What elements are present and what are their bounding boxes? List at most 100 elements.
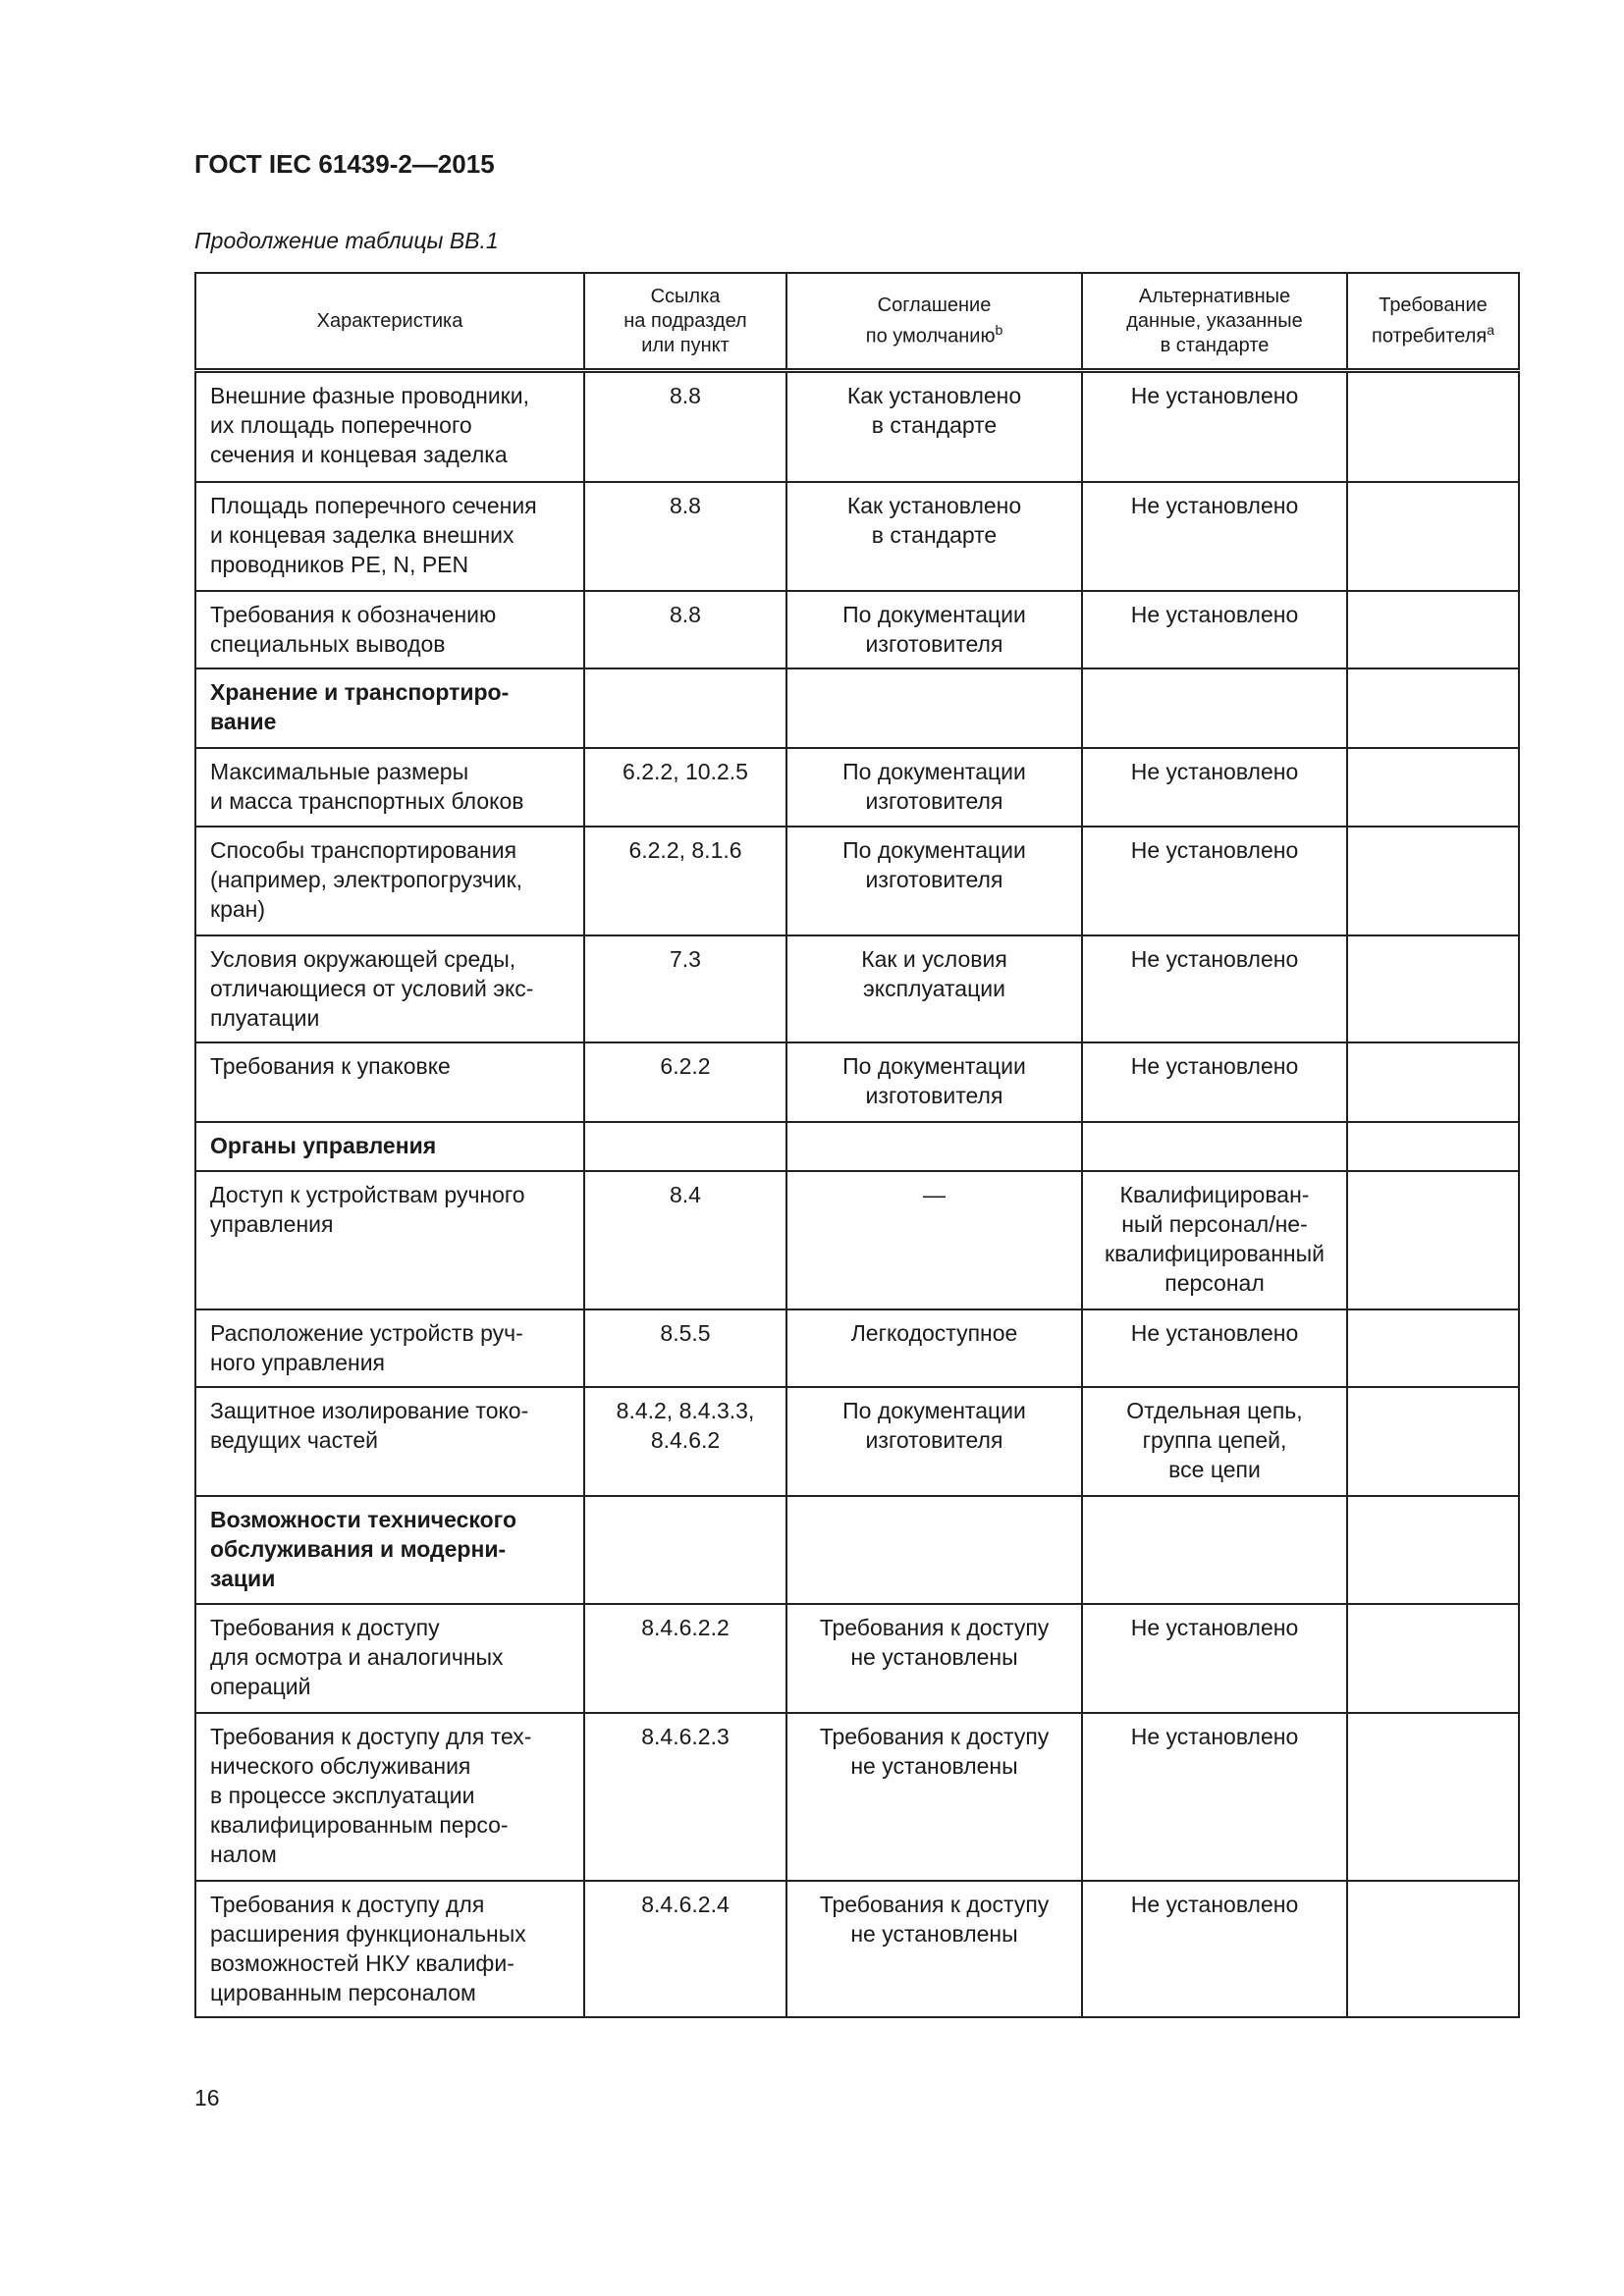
alternative-cell — [1081, 1120, 1348, 1172]
column-header-label: Ссылка на подраздел или пункт — [623, 285, 747, 356]
reference-cell: 6.2.2, 10.2.5 — [583, 746, 787, 828]
default-cell: Как и условия эксплуатации — [785, 934, 1083, 1043]
column-header-label: Соглашение по умолчанию — [865, 294, 996, 347]
table-header-row: Характеристика Ссылка на подраздел или пу… — [194, 272, 1520, 372]
alternative-cell: Не установлено — [1081, 369, 1348, 483]
characteristic-cell: Хранение и транспортиро- вание — [194, 667, 585, 749]
table-caption: Продолжение таблицы ВВ.1 — [194, 228, 499, 253]
characteristic-cell: Защитное изолирование токо- ведущих част… — [194, 1385, 585, 1497]
user-requirement-cell — [1346, 480, 1520, 592]
default-cell: По документации изготовителя — [785, 746, 1083, 828]
default-cell — [785, 1120, 1083, 1172]
footnote-marker: b — [995, 321, 1003, 338]
user-requirement-cell — [1346, 1879, 1520, 2018]
user-requirement-cell — [1346, 1711, 1520, 1882]
alternative-cell: Не установлено — [1081, 1879, 1348, 2018]
reference-cell: 8.4.6.2.2 — [583, 1602, 787, 1714]
user-requirement-cell — [1346, 825, 1520, 936]
reference-cell: 8.8 — [583, 369, 787, 483]
user-requirement-cell — [1346, 746, 1520, 828]
default-cell: — — [785, 1169, 1083, 1310]
table-row: Требования к доступу для расширения функ… — [194, 1879, 1520, 2018]
table-row: Максимальные размеры и масса транспортны… — [194, 746, 1520, 828]
default-cell: Как установлено в стандарте — [785, 369, 1083, 483]
characteristic-cell: Расположение устройств руч- ного управле… — [194, 1308, 585, 1388]
table-row: Способы транспортирования (например, эле… — [194, 825, 1520, 936]
characteristic-cell: Площадь поперечного сечения и концевая з… — [194, 480, 585, 592]
user-requirement-cell — [1346, 1041, 1520, 1123]
table-row: Условия окружающей среды, отличающиеся о… — [194, 934, 1520, 1043]
alternative-cell: Отдельная цепь, группа цепей, все цепи — [1081, 1385, 1348, 1497]
column-header: Характеристика — [194, 272, 585, 372]
default-cell — [785, 1494, 1083, 1605]
alternative-cell: Не установлено — [1081, 1308, 1348, 1388]
reference-cell: 8.4.6.2.3 — [583, 1711, 787, 1882]
alternative-cell: Не установлено — [1081, 589, 1348, 669]
alternative-cell: Не установлено — [1081, 1041, 1348, 1123]
user-requirement-cell — [1346, 1120, 1520, 1172]
user-requirement-cell — [1346, 1169, 1520, 1310]
alternative-cell: Не установлено — [1081, 1602, 1348, 1714]
column-header: Требование потребителяa — [1346, 272, 1520, 372]
characteristic-cell: Требования к доступу для расширения функ… — [194, 1879, 585, 2018]
column-header-label: Требование потребителя — [1371, 294, 1488, 347]
column-header: Ссылка на подраздел или пункт — [583, 272, 787, 372]
reference-cell: 8.4.6.2.4 — [583, 1879, 787, 2018]
alternative-cell — [1081, 667, 1348, 749]
table-row: Внешние фазные проводники, их площадь по… — [194, 369, 1520, 483]
default-cell: Требования к доступу не установлены — [785, 1711, 1083, 1882]
user-requirement-cell — [1346, 1308, 1520, 1388]
default-cell — [785, 667, 1083, 749]
user-requirement-cell — [1346, 934, 1520, 1043]
column-header: Альтернативные данные, указанные в станд… — [1081, 272, 1348, 372]
reference-cell: 6.2.2, 8.1.6 — [583, 825, 787, 936]
requirements-table: Характеристика Ссылка на подраздел или пу… — [194, 272, 1520, 2018]
reference-cell: 8.5.5 — [583, 1308, 787, 1388]
characteristic-cell: Внешние фазные проводники, их площадь по… — [194, 369, 585, 483]
user-requirement-cell — [1346, 667, 1520, 749]
reference-cell: 6.2.2 — [583, 1041, 787, 1123]
reference-cell: 8.4 — [583, 1169, 787, 1310]
reference-cell: 8.4.2, 8.4.3.3, 8.4.6.2 — [583, 1385, 787, 1497]
alternative-cell: Не установлено — [1081, 480, 1348, 592]
characteristic-cell: Требования к упаковке — [194, 1041, 585, 1123]
reference-cell: 8.8 — [583, 589, 787, 669]
table-row: Требования к доступу для осмотра и анало… — [194, 1602, 1520, 1714]
reference-cell: 7.3 — [583, 934, 787, 1043]
characteristic-cell: Способы транспортирования (например, эле… — [194, 825, 585, 936]
alternative-cell: Квалифицирован- ный персонал/не- квалифи… — [1081, 1169, 1348, 1310]
default-cell: Легкодоступное — [785, 1308, 1083, 1388]
section-row: Хранение и транспортиро- вание — [194, 667, 1520, 749]
reference-cell: 8.8 — [583, 480, 787, 592]
section-row: Возможности технического обслуживания и … — [194, 1494, 1520, 1605]
characteristic-cell: Максимальные размеры и масса транспортны… — [194, 746, 585, 828]
default-cell: По документации изготовителя — [785, 1385, 1083, 1497]
characteristic-cell: Требования к доступу для тех- нического … — [194, 1711, 585, 1882]
reference-cell — [583, 1494, 787, 1605]
characteristic-cell: Возможности технического обслуживания и … — [194, 1494, 585, 1605]
section-row: Органы управления — [194, 1120, 1520, 1172]
user-requirement-cell — [1346, 1385, 1520, 1497]
table-row: Требования к доступу для тех- нического … — [194, 1711, 1520, 1882]
alternative-cell: Не установлено — [1081, 1711, 1348, 1882]
alternative-cell: Не установлено — [1081, 934, 1348, 1043]
characteristic-cell: Требования к доступу для осмотра и анало… — [194, 1602, 585, 1714]
characteristic-cell: Органы управления — [194, 1120, 585, 1172]
alternative-cell: Не установлено — [1081, 746, 1348, 828]
column-header: Соглашение по умолчаниюb — [785, 272, 1083, 372]
user-requirement-cell — [1346, 369, 1520, 483]
default-cell: Требования к доступу не установлены — [785, 1879, 1083, 2018]
reference-cell — [583, 1120, 787, 1172]
characteristic-cell: Требования к обозначению специальных выв… — [194, 589, 585, 669]
user-requirement-cell — [1346, 1494, 1520, 1605]
default-cell: По документации изготовителя — [785, 825, 1083, 936]
column-header-label: Характеристика — [316, 309, 463, 332]
table-row: Доступ к устройствам ручного управления 8… — [194, 1169, 1520, 1310]
characteristic-cell: Доступ к устройствам ручного управления — [194, 1169, 585, 1310]
table-row: Требования к обозначению специальных выв… — [194, 589, 1520, 669]
default-cell: Как установлено в стандарте — [785, 480, 1083, 592]
user-requirement-cell — [1346, 589, 1520, 669]
alternative-cell — [1081, 1494, 1348, 1605]
table-row: Площадь поперечного сечения и концевая з… — [194, 480, 1520, 592]
column-header-label: Альтернативные данные, указанные в станд… — [1126, 285, 1303, 356]
